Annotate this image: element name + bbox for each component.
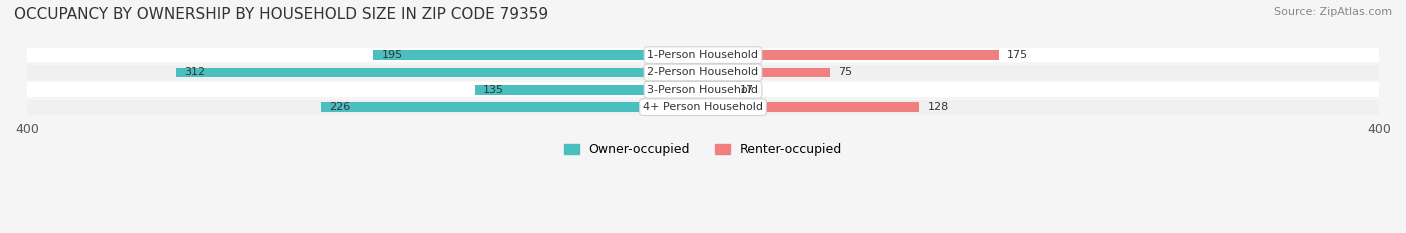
Text: 1-Person Household: 1-Person Household [648, 50, 758, 60]
Text: 195: 195 [382, 50, 404, 60]
Bar [475, 85, 703, 95]
Text: 226: 226 [329, 102, 350, 112]
Text: Source: ZipAtlas.com: Source: ZipAtlas.com [1274, 7, 1392, 17]
Bar [703, 102, 920, 112]
Text: 4+ Person Household: 4+ Person Household [643, 102, 763, 112]
Text: 75: 75 [838, 68, 852, 77]
Text: 128: 128 [928, 102, 949, 112]
Bar [176, 68, 703, 77]
Text: 2-Person Household: 2-Person Household [647, 68, 759, 77]
Bar [374, 50, 703, 60]
Bar [27, 48, 1379, 62]
Bar [27, 65, 1379, 80]
Bar [703, 50, 998, 60]
Bar [321, 102, 703, 112]
Text: OCCUPANCY BY OWNERSHIP BY HOUSEHOLD SIZE IN ZIP CODE 79359: OCCUPANCY BY OWNERSHIP BY HOUSEHOLD SIZE… [14, 7, 548, 22]
Text: 175: 175 [1007, 50, 1028, 60]
Bar [703, 85, 731, 95]
Text: 135: 135 [484, 85, 505, 95]
Text: 312: 312 [184, 68, 205, 77]
Text: 3-Person Household: 3-Person Household [648, 85, 758, 95]
Legend: Owner-occupied, Renter-occupied: Owner-occupied, Renter-occupied [558, 138, 848, 161]
Bar [27, 82, 1379, 97]
Bar [27, 100, 1379, 115]
Bar [703, 68, 830, 77]
Text: 17: 17 [740, 85, 754, 95]
